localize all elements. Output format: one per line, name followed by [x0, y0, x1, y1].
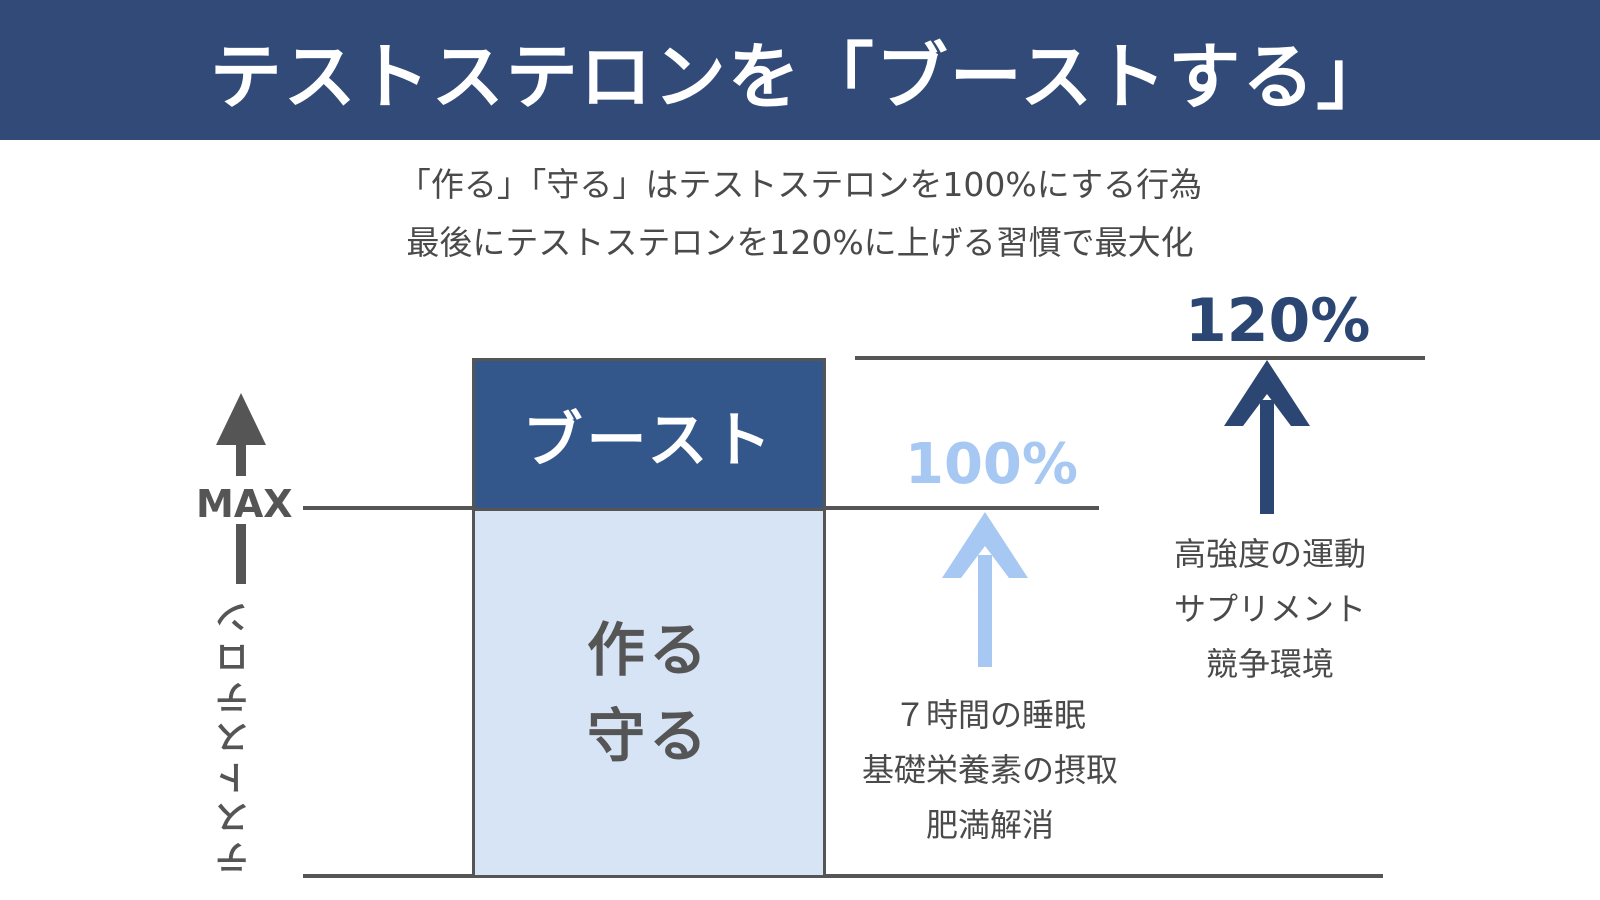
- list-item: 競争環境: [1205, 645, 1334, 683]
- subtitle-line-2: 最後にテストステロンを120%に上げる習慣で最大化: [406, 223, 1194, 262]
- subtitle-line-1: 「作る」「守る」はテストステロンを100%にする行為: [397, 165, 1203, 204]
- axis-line: [236, 524, 246, 584]
- base-up-arrow-icon: [942, 512, 1028, 667]
- boost-habits-list: 高強度の運動 サプリメント 競争環境: [1115, 527, 1425, 692]
- list-item: ７時間の睡眠: [893, 696, 1086, 734]
- list-item: サプリメント: [1173, 590, 1366, 628]
- boost-label: ブースト: [522, 406, 776, 476]
- boost-level-line: [855, 356, 1425, 360]
- list-item: 肥満解消: [925, 806, 1054, 844]
- baseline: [303, 874, 1383, 878]
- boost-percentage: 120%: [1185, 286, 1371, 356]
- protect-label: 守る: [586, 702, 711, 770]
- page-title: テストステロンを「ブーストする」: [209, 34, 1391, 119]
- axis-label: テストステロン: [215, 595, 256, 875]
- title-banner: テストステロンを「ブーストする」: [0, 0, 1600, 140]
- base-box: 作る 守る: [472, 508, 826, 878]
- boost-up-arrow-icon: [1224, 360, 1310, 514]
- axis-up-arrow-icon: [216, 393, 266, 476]
- axis-max-label: MAX: [196, 482, 293, 526]
- list-item: 基礎栄養素の摂取: [861, 751, 1118, 789]
- list-item: 高強度の運動: [1173, 535, 1366, 573]
- make-label: 作る: [586, 616, 711, 684]
- boost-box: ブースト: [472, 358, 826, 510]
- base-percentage: 100%: [905, 432, 1079, 497]
- base-habits-list: ７時間の睡眠 基礎栄養素の摂取 肥満解消: [840, 688, 1140, 853]
